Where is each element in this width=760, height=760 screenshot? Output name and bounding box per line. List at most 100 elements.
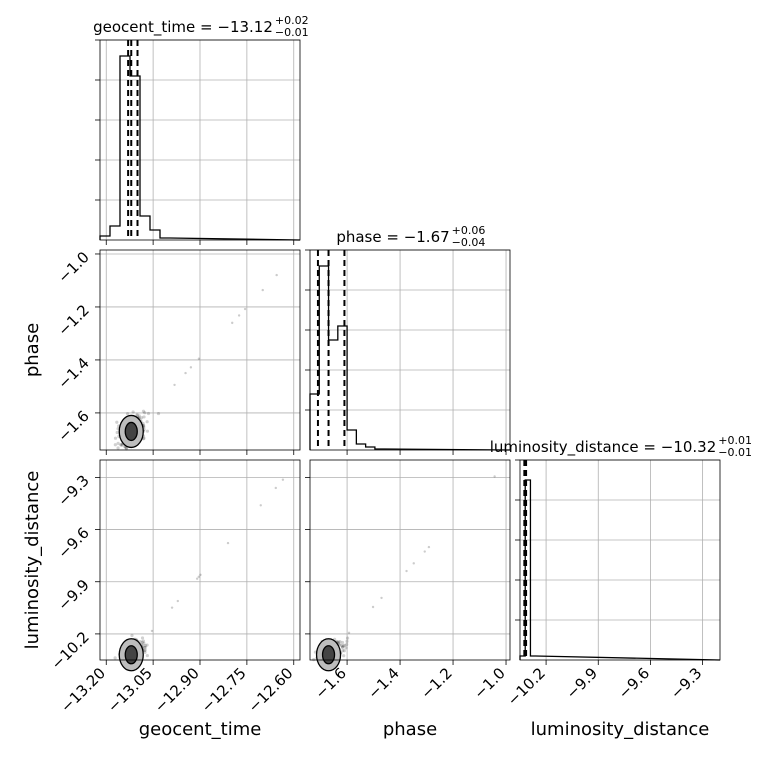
scatter-point <box>115 420 119 424</box>
scatter-point <box>145 429 150 433</box>
title-geocent_time: geocent_time = −13.12 +0.02−0.01 <box>93 14 309 39</box>
scatter-point <box>142 645 147 649</box>
scatter-point <box>184 371 187 375</box>
title-sup: +0.06 <box>452 224 486 237</box>
density-contour-inner <box>124 421 138 442</box>
x-tick-label: −1.6 <box>311 664 349 702</box>
scatter-point <box>340 640 345 645</box>
panel-background <box>310 460 510 660</box>
panel-geocent_time-vs-geocent_time <box>95 39 301 245</box>
title-phase: phase = −1.67 +0.06−0.04 <box>336 224 485 249</box>
panel-frame <box>309 459 511 661</box>
title-sup: +0.02 <box>275 14 309 27</box>
scatter-point <box>275 273 278 277</box>
scatter-point <box>119 442 123 447</box>
y-axis-label-phase: phase <box>22 323 43 377</box>
scatter-point <box>135 413 139 417</box>
scatter-point <box>345 639 349 643</box>
scatter-point <box>345 636 350 640</box>
panel-background <box>520 460 720 660</box>
scatter-point <box>237 314 241 317</box>
scatter-point <box>116 446 120 450</box>
title-sub: −0.01 <box>275 26 309 39</box>
y-tick-label: −1.4 <box>54 354 92 392</box>
y-tick-label: −1.0 <box>54 248 92 286</box>
scatter-point <box>337 640 341 644</box>
scatter-point <box>189 366 193 369</box>
scatter-point <box>340 645 344 649</box>
scatter-point <box>145 420 149 424</box>
scatter-point <box>173 383 176 387</box>
x-tick-label: −9.6 <box>615 664 653 702</box>
x-tick-label: −12.75 <box>198 664 250 716</box>
scatter-point <box>137 414 141 418</box>
scatter-point <box>343 643 347 647</box>
scatter-point <box>341 644 346 648</box>
scatter-point <box>199 573 202 577</box>
scatter-point <box>142 436 146 440</box>
scatter-point <box>261 288 264 292</box>
scatter-point <box>281 478 285 481</box>
y-tick-label: −1.2 <box>54 301 92 339</box>
panel-frame <box>309 249 511 451</box>
scatter-point <box>140 416 144 420</box>
x-tick-label: −9.9 <box>563 664 601 702</box>
scatter-point <box>113 443 117 447</box>
scatter-point <box>143 643 147 648</box>
scatter-point <box>274 486 277 490</box>
x-tick-label: −9.3 <box>667 664 705 702</box>
x-axis-label-phase: phase <box>383 719 437 740</box>
scatter-point <box>142 649 147 653</box>
x-tick-label: −13.20 <box>57 664 109 716</box>
scatter-point <box>341 649 345 653</box>
panel-luminosity_distance-vs-geocent_time: −13.20−13.05−12.90−12.75−12.60 geocent_ti… <box>22 459 301 740</box>
panel-frame <box>99 39 301 241</box>
scatter-point <box>412 562 415 565</box>
scatter-point <box>143 648 147 652</box>
scatter-point <box>146 411 151 416</box>
scatter-point <box>143 650 147 654</box>
scatter-point <box>142 641 146 645</box>
scatter-point <box>125 412 130 416</box>
y-tick-label: −9.6 <box>54 524 92 562</box>
title-text: geocent_time = −13.12 <box>93 18 273 37</box>
y-tick-label: −9.3 <box>54 471 92 509</box>
panel-luminosity_distance-vs-luminosity_distance: −10.2 −9.9 −9.6 −9.3 luminosity_distance <box>504 459 721 740</box>
scatter-point <box>342 649 346 653</box>
scatter-point <box>423 550 426 553</box>
scatter-point <box>197 575 200 579</box>
scatter-point <box>380 596 383 600</box>
x-tick-label: −13.05 <box>104 664 156 716</box>
scatter-point <box>143 411 147 415</box>
panel-frame <box>99 249 301 451</box>
scatter-point <box>243 307 247 311</box>
scatter-point <box>371 605 375 609</box>
scatter-point <box>345 642 349 647</box>
scatter-point <box>427 545 431 549</box>
histogram-phase <box>309 265 511 451</box>
title-sub: −0.01 <box>718 446 752 459</box>
panel-phase-vs-geocent_time: −1.6 −1.4 −1.2 −1.0 phase <box>22 248 301 455</box>
scatter-point <box>405 569 408 573</box>
scatter-point <box>493 475 496 478</box>
density-contour-inner <box>321 645 336 665</box>
scatter-point <box>130 633 134 638</box>
scatter-point <box>226 541 230 545</box>
scatter-point <box>170 606 174 609</box>
scatter-point <box>113 656 117 660</box>
scatter-point <box>143 645 147 650</box>
scatter-point <box>141 639 146 643</box>
scatter-point <box>344 646 348 650</box>
scatter-point <box>140 636 145 640</box>
scatter-point <box>338 639 342 644</box>
scatter-point <box>131 410 135 414</box>
scatter-point <box>156 411 161 416</box>
scatter-point <box>340 643 344 648</box>
histogram-luminosity_distance <box>519 479 721 661</box>
scatter-point <box>259 504 262 507</box>
scatter-point <box>119 443 123 447</box>
panel-background <box>310 250 510 450</box>
scatter-point <box>231 321 234 325</box>
